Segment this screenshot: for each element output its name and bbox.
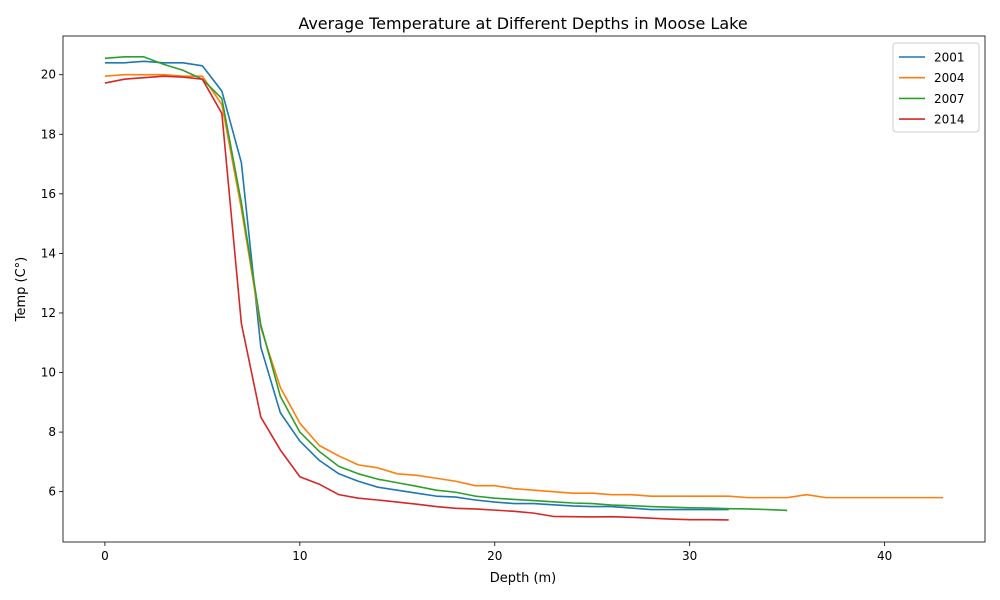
y-axis-label: Temp (C°) — [14, 257, 29, 323]
y-tick-label: 10 — [41, 366, 56, 380]
legend-label-2001: 2001 — [934, 51, 965, 65]
x-tick-label: 20 — [487, 549, 502, 563]
legend-box — [892, 42, 980, 133]
y-tick-label: 18 — [41, 127, 56, 141]
x-tick-label: 30 — [682, 549, 697, 563]
y-tick-label: 12 — [41, 306, 56, 320]
series-line-2007 — [104, 56, 788, 512]
x-axis-ticks: 0 10 20 30 40 — [101, 542, 892, 563]
y-tick-label: 6 — [48, 485, 56, 499]
legend: 2001 2004 2007 2014 — [892, 42, 980, 133]
y-tick-label: 14 — [41, 246, 56, 260]
series-line-2001 — [104, 60, 729, 511]
x-tick-label: 40 — [877, 549, 892, 563]
x-tick-label: 10 — [292, 549, 307, 563]
x-axis-label: Depth (m) — [490, 571, 557, 586]
series-line-2004 — [104, 73, 944, 499]
legend-label-2014: 2014 — [934, 113, 965, 127]
y-tick-label: 16 — [41, 187, 56, 201]
y-axis-ticks: 6 8 10 12 14 16 18 20 — [41, 68, 63, 499]
x-tick-label: 0 — [101, 549, 109, 563]
y-tick-label: 20 — [41, 68, 56, 82]
legend-label-2004: 2004 — [934, 71, 965, 85]
legend-label-2007: 2007 — [934, 92, 965, 106]
y-tick-label: 8 — [48, 425, 56, 439]
chart-title: Average Temperature at Different Depths … — [298, 14, 747, 33]
plot-frame — [62, 35, 986, 543]
plot-lines — [104, 56, 944, 521]
series-line-2014 — [104, 75, 729, 521]
